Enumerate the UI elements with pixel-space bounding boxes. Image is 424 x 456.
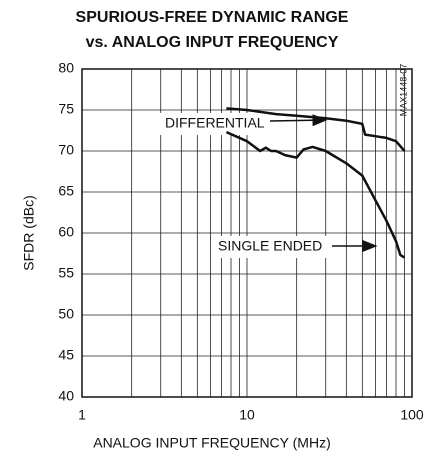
plot-frame (81, 68, 413, 398)
label-bg (160, 113, 280, 135)
y-tick-label: 50 (58, 306, 74, 322)
y-tick-label: 75 (58, 101, 74, 117)
annotation-arrow (269, 114, 328, 127)
y-axis-label: SFDR (dBc) (21, 195, 37, 270)
x-tick-label: 1 (78, 407, 86, 423)
x-tick-label: 100 (400, 407, 424, 423)
line-series (226, 107, 406, 152)
x-axis-label: ANALOG INPUT FREQUENCY (MHz) (93, 435, 331, 451)
y-tick-label: 70 (58, 142, 74, 158)
y-tick-label: 55 (58, 265, 74, 281)
y-tick-label: 60 (58, 224, 74, 240)
label-bg (214, 236, 330, 258)
line-series (225, 130, 406, 259)
y-tick-label: 45 (58, 347, 74, 363)
annotation: DIFFERENTIAL (165, 115, 265, 131)
chart-title: SPURIOUS-FREE DYNAMIC RANGE (76, 9, 349, 26)
figure-id: MAX1448-07 (398, 64, 408, 117)
x-tick-label: 10 (239, 407, 255, 423)
y-tick-label: 40 (58, 388, 74, 404)
chart-title: vs. ANALOG INPUT FREQUENCY (86, 34, 339, 51)
y-tick-label: 80 (58, 60, 74, 76)
annotation: SINGLE ENDED (218, 238, 322, 254)
y-tick-label: 65 (58, 183, 74, 199)
